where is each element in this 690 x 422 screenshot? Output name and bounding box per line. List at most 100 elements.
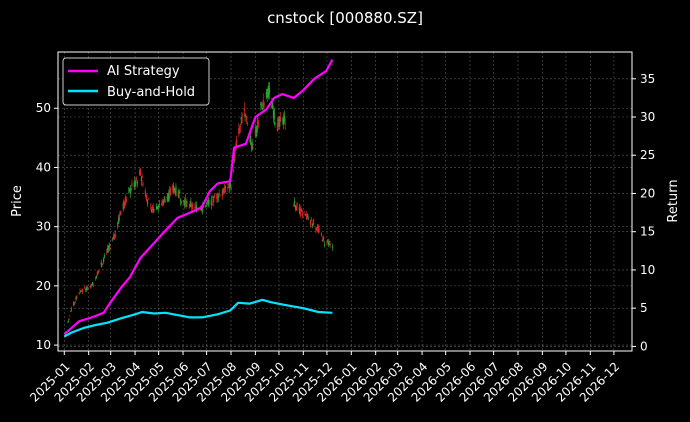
- candle-body: [169, 190, 171, 198]
- candle-body: [251, 144, 253, 150]
- y-left-tick-label: 10: [36, 338, 51, 352]
- candle-body: [263, 102, 265, 108]
- candle-body: [122, 203, 124, 210]
- candle-body: [73, 302, 76, 304]
- candle-body: [185, 201, 187, 208]
- candle-body: [233, 159, 235, 161]
- candle-body: [241, 112, 243, 124]
- candle-body: [95, 277, 97, 280]
- candle-body: [179, 192, 181, 194]
- candle-body: [146, 197, 148, 202]
- candle-body: [322, 235, 324, 242]
- candle-body: [224, 186, 226, 194]
- candle-body: [279, 122, 281, 127]
- candle-body: [131, 183, 133, 187]
- candle-body: [277, 122, 279, 129]
- candle-body: [173, 187, 175, 191]
- candle-body: [139, 170, 141, 176]
- candle-body: [262, 99, 264, 104]
- candle-body: [234, 153, 236, 160]
- legend-label-ai-strategy: AI Strategy: [107, 64, 180, 79]
- candle-body: [118, 215, 120, 221]
- candle-body: [245, 115, 247, 117]
- candle-body: [311, 223, 313, 225]
- candle-body: [69, 310, 72, 312]
- candle-body: [177, 191, 179, 197]
- candle-body: [166, 196, 168, 201]
- y-axis-left-label: Price: [10, 185, 25, 217]
- candle-body: [70, 307, 72, 311]
- candle-body: [315, 227, 317, 230]
- candle-body: [68, 318, 70, 320]
- candle-body: [78, 292, 80, 294]
- candle-body: [329, 243, 331, 247]
- candle-body: [299, 206, 301, 215]
- candle-body: [305, 214, 307, 216]
- legend-box: [62, 57, 210, 106]
- candle-body: [217, 196, 220, 198]
- y-left-tick-label: 40: [36, 160, 51, 174]
- candle-body: [156, 206, 158, 210]
- candle-body: [150, 209, 153, 213]
- candle-body: [268, 87, 271, 94]
- candle-body: [260, 102, 262, 107]
- candle-body: [172, 185, 174, 190]
- candle-body: [103, 254, 105, 258]
- candle-body: [261, 102, 263, 106]
- candle-body: [130, 190, 132, 191]
- candle-body: [108, 244, 110, 248]
- candle-body: [239, 128, 241, 133]
- candle-body: [80, 291, 82, 292]
- candle-body: [97, 270, 99, 275]
- candle-body: [327, 240, 329, 243]
- candle-body: [117, 217, 120, 223]
- candle-body: [144, 190, 146, 194]
- candle-body: [191, 207, 193, 209]
- candle-body: [147, 198, 150, 200]
- candle-body: [147, 201, 149, 204]
- candle-body: [91, 282, 94, 286]
- candle-body: [109, 246, 111, 250]
- candle-body: [191, 203, 194, 209]
- candle-body: [163, 197, 165, 199]
- candle-body: [186, 201, 188, 204]
- candle-body: [312, 223, 314, 227]
- candle-body: [228, 181, 231, 189]
- candle-body: [106, 251, 108, 253]
- candle-body: [218, 192, 220, 194]
- candle-body: [257, 122, 260, 125]
- candle-body: [114, 234, 116, 239]
- y-left-tick-label: 20: [36, 279, 51, 293]
- candle-body: [250, 135, 252, 145]
- candle-body: [142, 182, 144, 186]
- candle-body: [180, 199, 182, 202]
- candle-body: [90, 284, 92, 288]
- candle-body: [95, 276, 98, 278]
- candle-body: [217, 193, 219, 200]
- candle-body: [271, 104, 273, 109]
- candle-body: [307, 215, 309, 220]
- y-right-tick-label: 35: [640, 72, 655, 86]
- candle-body: [238, 127, 240, 135]
- candle-body: [85, 289, 87, 290]
- candle-body: [120, 211, 122, 215]
- candle-body: [92, 284, 94, 286]
- candle-body: [80, 290, 83, 292]
- y-axis-right-label: Return: [666, 179, 681, 222]
- candle-body: [157, 206, 159, 209]
- candle-body: [190, 201, 192, 208]
- candle-body: [117, 222, 119, 227]
- candle-body: [213, 196, 215, 203]
- candle-body: [230, 186, 232, 190]
- candle-body: [211, 202, 213, 205]
- candle-body: [321, 240, 323, 242]
- y-right-tick-label: 30: [640, 110, 655, 124]
- candle-body: [103, 258, 105, 263]
- candle-body: [254, 129, 256, 137]
- candle-body: [87, 287, 89, 289]
- candle-body: [188, 206, 190, 208]
- candle-body: [208, 199, 210, 205]
- candle-body: [81, 289, 83, 293]
- candle-body: [139, 169, 142, 175]
